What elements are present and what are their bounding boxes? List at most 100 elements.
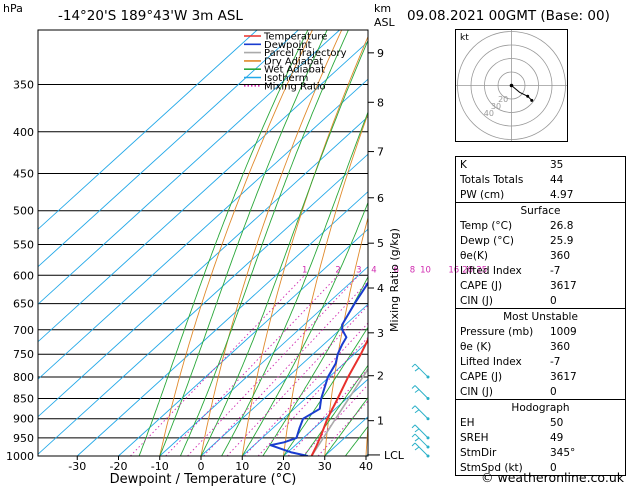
parcel-trajectory-line	[310, 367, 368, 456]
mixing-ratio-line	[317, 400, 368, 456]
temperature-line	[310, 337, 368, 456]
pressure-tick-label: 1000	[6, 450, 34, 463]
index-label: Lifted Index	[460, 355, 522, 368]
index-value: 3617	[550, 370, 577, 383]
isotherm-line	[38, 30, 340, 305]
pressure-tick-label: 850	[13, 392, 34, 405]
pressure-tick-label: 550	[13, 238, 34, 251]
index-label: EH	[460, 416, 475, 429]
wet-adiabat-line	[138, 30, 309, 456]
lcl-label: LCL	[384, 449, 405, 462]
pressure-tick-label: 950	[13, 432, 34, 445]
index-row: θe (K) 360	[456, 339, 625, 354]
km-label: km	[374, 2, 391, 15]
index-value: 1009	[550, 325, 577, 338]
wet-adiabat-line	[179, 30, 349, 456]
km-tick-label: 2	[377, 370, 384, 383]
most-unstable-header: Most Unstable	[456, 308, 625, 324]
mixing-ratio-label: 16	[448, 265, 459, 275]
mixing-ratio-label: 25	[476, 265, 487, 275]
index-value: 0	[550, 385, 557, 398]
mixing-ratio-line	[187, 274, 360, 456]
pressure-tick-label: 900	[13, 413, 34, 426]
index-label: SREH	[460, 431, 489, 444]
index-row: CIN (J) 0	[456, 384, 625, 399]
index-row: θe(K) 360	[456, 248, 625, 263]
index-row: CAPE (J) 3617	[456, 369, 625, 384]
x-axis-title: Dewpoint / Temperature (°C)	[110, 472, 297, 486]
asl-label: ASL	[374, 16, 396, 29]
hodograph-header: Hodograph	[456, 399, 625, 415]
dry-adiabat-line	[283, 112, 368, 456]
index-row: Totals Totals 44	[456, 172, 625, 187]
mixing-ratio-label: 3	[356, 265, 361, 275]
index-label: CAPE (J)	[460, 370, 503, 383]
x-tick-label: 30	[318, 460, 332, 473]
hodograph-trace	[511, 85, 533, 101]
dewpoint-line	[269, 281, 368, 456]
index-label: CIN (J)	[460, 385, 493, 398]
mixing-ratio-line	[130, 274, 306, 456]
index-label: Dewp (°C)	[460, 234, 514, 247]
index-label: Pressure (mb)	[460, 325, 534, 338]
index-row: Temp (°C) 26.8	[456, 218, 625, 233]
x-tick-label: 40	[359, 460, 373, 473]
dry-adiabat-line	[241, 35, 368, 456]
isotherm-line	[200, 303, 368, 456]
index-value: 345°	[550, 446, 576, 459]
isotherm-line	[38, 78, 368, 380]
wet-adiabat-line	[200, 39, 368, 456]
legend-label: Mixing Ratio	[264, 81, 326, 92]
index-label: CAPE (J)	[460, 279, 503, 292]
index-label: Totals Totals	[460, 173, 524, 186]
pressure-tick-label: 350	[13, 79, 34, 92]
mixing-ratio-line	[165, 274, 339, 456]
surface-header: Surface	[456, 202, 625, 218]
index-row: Lifted Index -7	[456, 263, 625, 278]
index-label: CIN (J)	[460, 294, 493, 307]
hodograph-ring-label: 30	[491, 102, 501, 111]
pressure-tick-label: 600	[13, 269, 34, 282]
wet-adiabat-line	[303, 364, 368, 456]
pressure-tick-label: 650	[13, 298, 34, 311]
index-value: 0	[550, 294, 557, 307]
pressure-tick-label: 500	[13, 205, 34, 218]
mixing-ratio-label: 10	[420, 265, 431, 275]
km-tick-label: 5	[377, 237, 384, 250]
pressure-tick-label: 700	[13, 324, 34, 337]
location-title: -14°20'S 189°43'W 3m ASL	[58, 8, 243, 24]
index-row: PW (cm) 4.97	[456, 187, 625, 202]
hodograph-ring-label: 40	[484, 109, 494, 118]
hodograph-kt-label: kt	[460, 33, 469, 43]
index-row: Lifted Index -7	[456, 354, 625, 369]
index-row: StmDir 345°	[456, 445, 625, 460]
index-row: EH 50	[456, 415, 625, 430]
hodograph-panel: 20 30 40 kt	[455, 29, 568, 142]
isotherm-line	[118, 228, 368, 456]
isotherm-line	[159, 266, 368, 456]
index-value: 3617	[550, 279, 577, 292]
index-row: Dewp (°C) 25.9	[456, 233, 625, 248]
km-tick-label: 1	[377, 415, 384, 428]
hodograph-ring-label: 20	[498, 95, 508, 104]
footer-credit: © weatheronline.co.uk	[481, 470, 625, 485]
x-tick-label: -20	[110, 460, 128, 473]
km-tick-label: 7	[377, 146, 384, 159]
km-tick-label: 8	[377, 96, 384, 109]
index-label: StmDir	[460, 446, 497, 459]
hodograph-storm-motion	[509, 83, 514, 88]
mixing-ratio-label: 2	[335, 265, 340, 275]
legend-label: Isotherm	[264, 73, 308, 84]
mixing-ratio-line	[287, 368, 368, 456]
index-row: SREH 49	[456, 430, 625, 445]
index-value: 50	[550, 416, 564, 429]
index-value: 49	[550, 431, 564, 444]
mixing-ratio-line	[203, 280, 368, 456]
index-label: Lifted Index	[460, 264, 522, 277]
x-tick-label: 10	[235, 460, 249, 473]
index-value: -7	[550, 355, 561, 368]
pressure-tick-label: 450	[13, 167, 34, 180]
wet-adiabat-line	[159, 30, 328, 456]
wet-adiabat-line	[324, 396, 368, 456]
